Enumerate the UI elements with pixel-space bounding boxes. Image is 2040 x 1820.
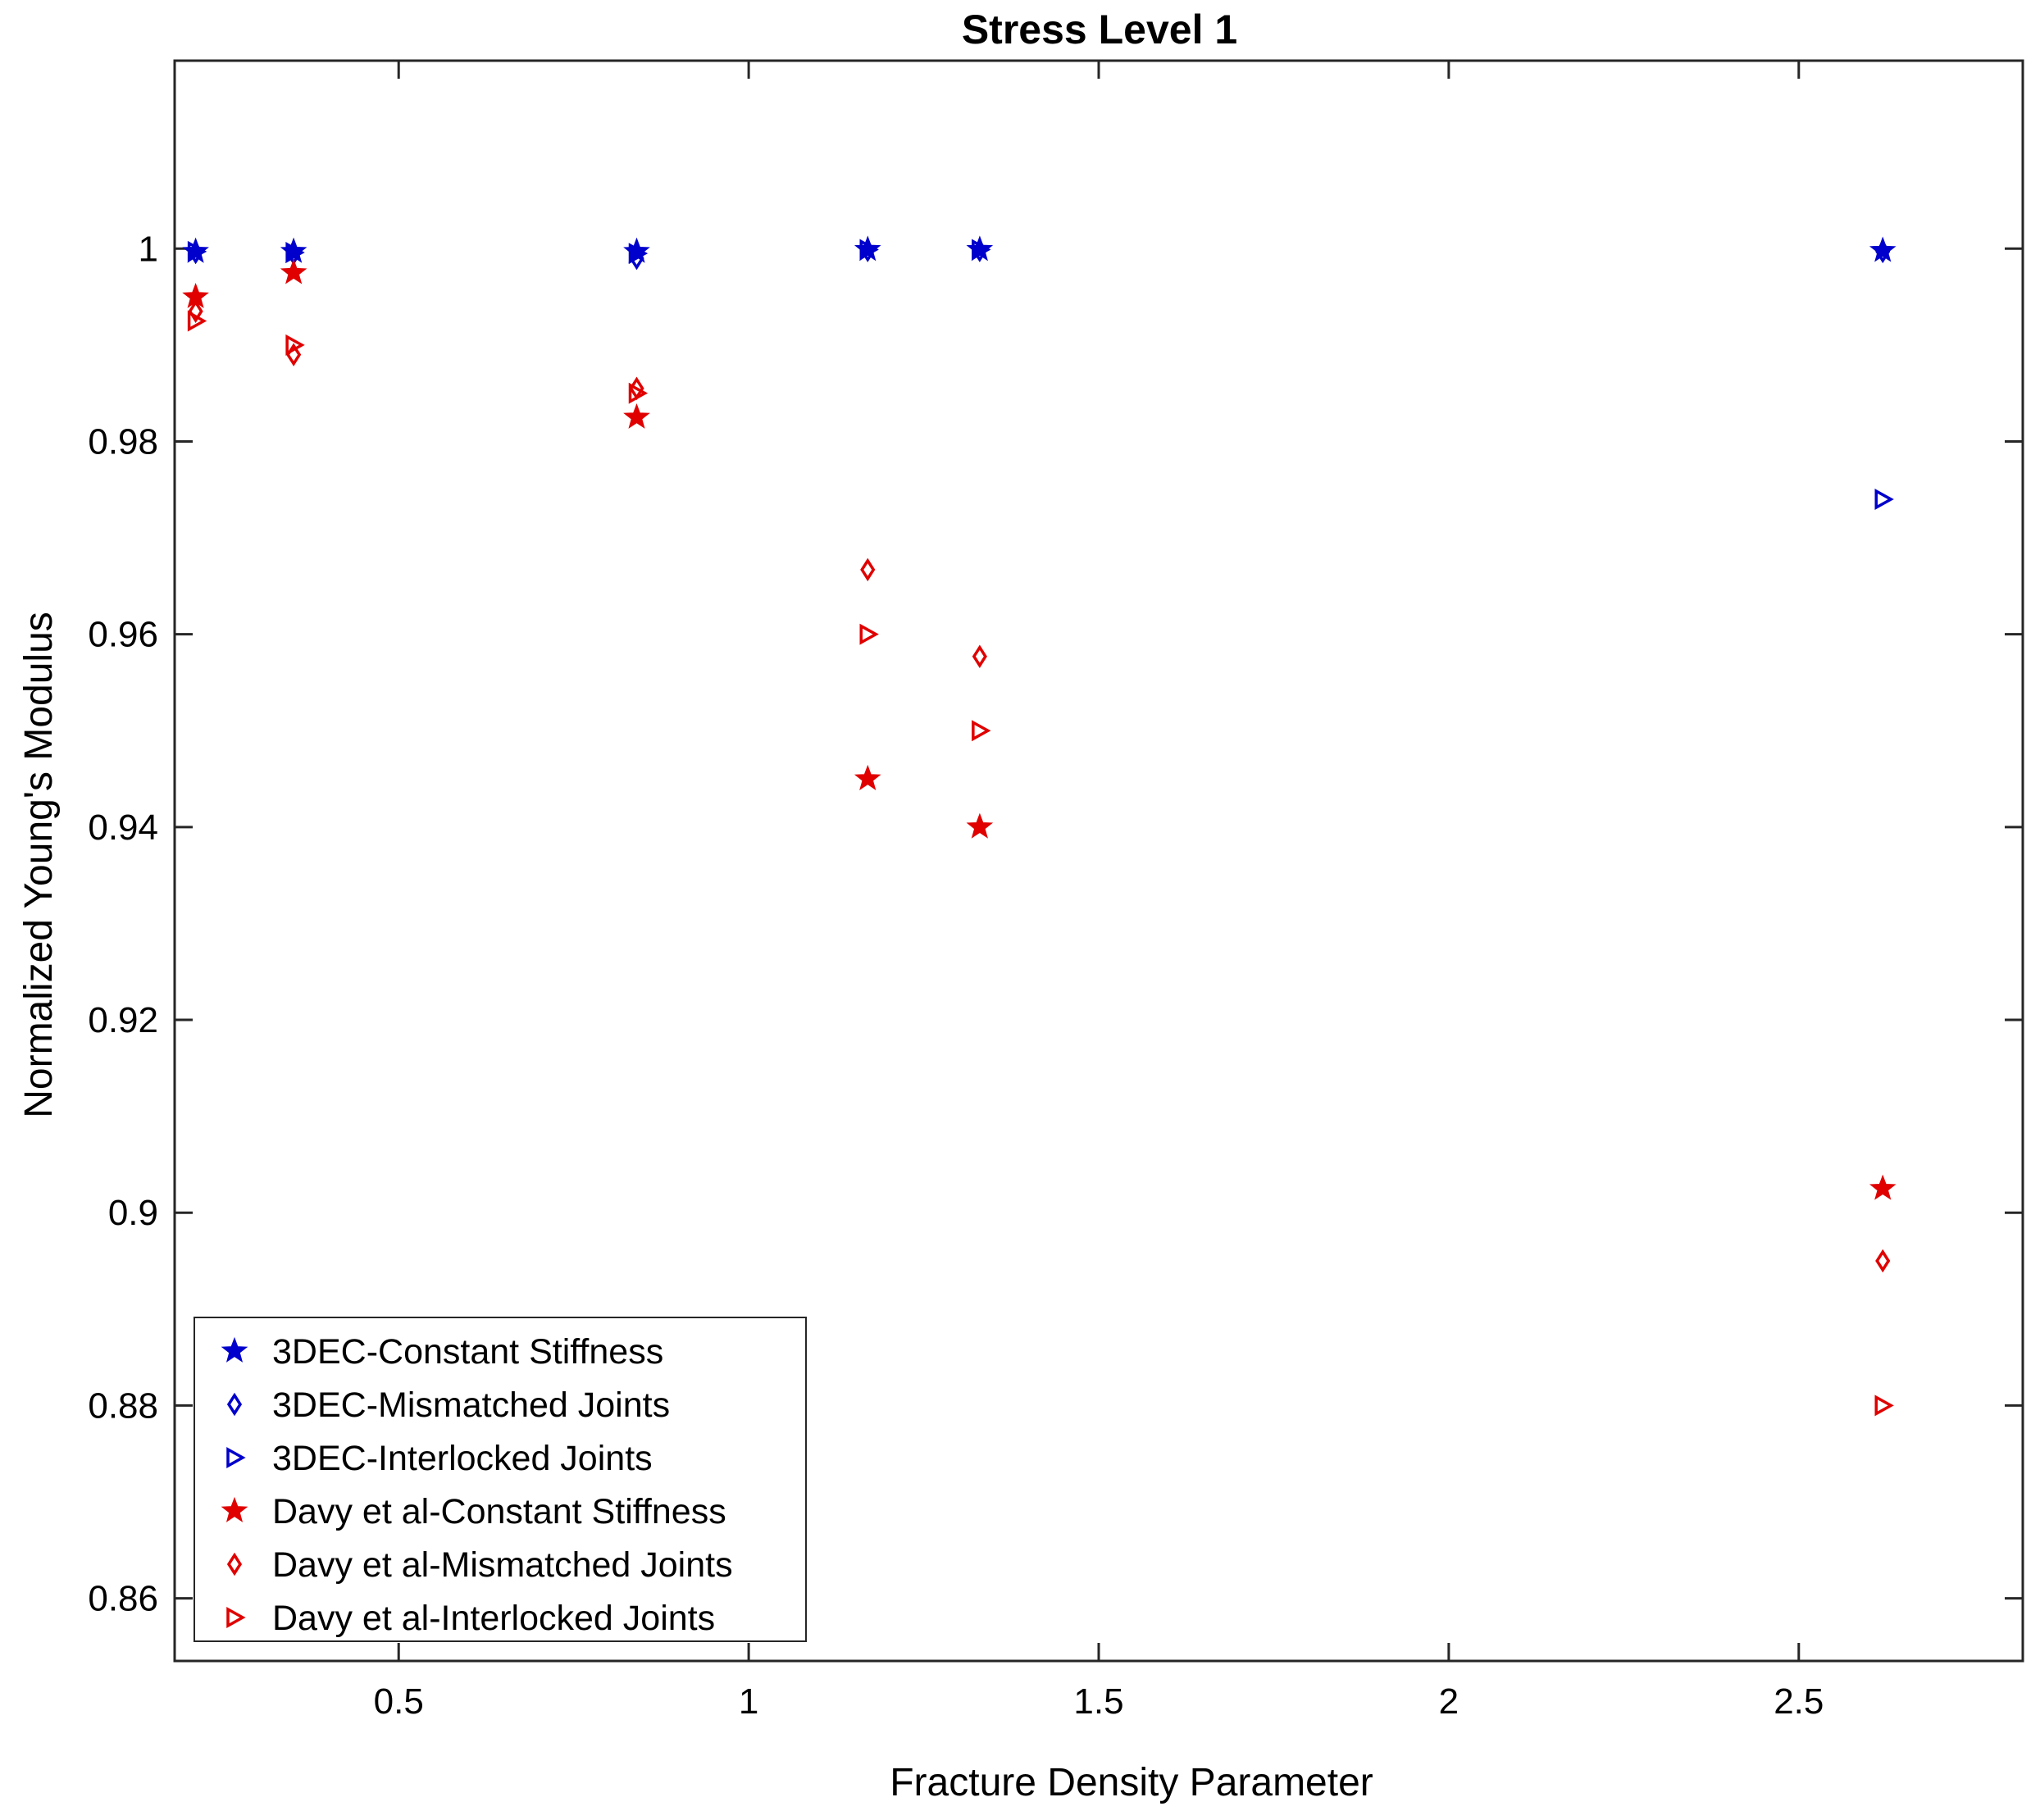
data-point [1869, 1174, 1897, 1200]
legend-label: 3DEC-Interlocked Joints [272, 1439, 653, 1478]
data-point [285, 242, 305, 263]
data-point [187, 240, 207, 262]
y-tick-label: 1 [139, 229, 158, 269]
legend-box [194, 1317, 807, 1642]
data-point [854, 764, 881, 790]
data-point [860, 557, 876, 582]
legend-label: 3DEC-Mismatched Joints [272, 1385, 670, 1425]
data-marks [182, 235, 1897, 1417]
series-2 [187, 239, 1894, 511]
y-tick-label: 0.92 [88, 1000, 158, 1040]
data-point [280, 258, 307, 284]
data-point [972, 239, 991, 261]
data-point [859, 239, 879, 261]
legend-label: Davy et al-Interlocked Joints [272, 1599, 715, 1638]
data-point [966, 812, 994, 839]
x-tick-label: 2 [1439, 1681, 1459, 1722]
legend-label: Davy et al-Mismatched Joints [272, 1545, 733, 1585]
data-point [187, 310, 207, 332]
x-axis-label: Fracture Density Parameter [890, 1761, 1373, 1804]
legend-marker [221, 1496, 248, 1522]
y-tick-label: 0.94 [88, 808, 158, 848]
legend-label: 3DEC-Constant Stiffness [272, 1332, 663, 1372]
data-point [1874, 489, 1894, 511]
x-tick-label: 1.5 [1073, 1681, 1123, 1722]
data-point [628, 382, 649, 404]
series-3 [182, 258, 1897, 1200]
y-tick-label: 0.86 [88, 1579, 158, 1619]
data-point [1869, 236, 1897, 262]
y-tick-label: 0.88 [88, 1385, 158, 1426]
legend: 3DEC-Constant Stiffness 3DEC-Mismatched J… [194, 1317, 807, 1642]
x-tick-label: 2.5 [1774, 1681, 1824, 1722]
data-point [188, 299, 203, 323]
legend-marker [221, 1336, 248, 1363]
data-point [285, 334, 305, 356]
data-point [623, 403, 650, 429]
legend-marker [226, 1607, 246, 1628]
x-tick-label: 1 [739, 1681, 758, 1722]
y-tick-label: 0.98 [88, 421, 158, 462]
chart-title: Stress Level 1 [962, 7, 1237, 52]
legend-marker [226, 1392, 243, 1417]
series-5 [187, 310, 1894, 1417]
x-tick-label: 0.5 [374, 1681, 424, 1722]
data-point [1874, 1395, 1894, 1417]
data-point [972, 720, 991, 742]
data-point [1875, 239, 1891, 264]
data-point [859, 623, 879, 645]
legend-marker [226, 1447, 246, 1468]
legend-label: Davy et al-Constant Stiffness [272, 1492, 726, 1531]
y-axis-label: Normalized Young's Modulus [17, 612, 61, 1118]
data-point [972, 644, 987, 668]
axis-ticks: 0.5 1 1.5 2 2.5 0.86 0.88 0.9 0.92 0.94 0.96 0.98 1 [88, 61, 2023, 1722]
y-tick-label: 0.96 [88, 615, 158, 655]
data-point [628, 243, 649, 265]
data-point [1875, 1249, 1891, 1273]
y-tick-label: 0.9 [108, 1193, 158, 1233]
legend-marker [226, 1552, 243, 1577]
